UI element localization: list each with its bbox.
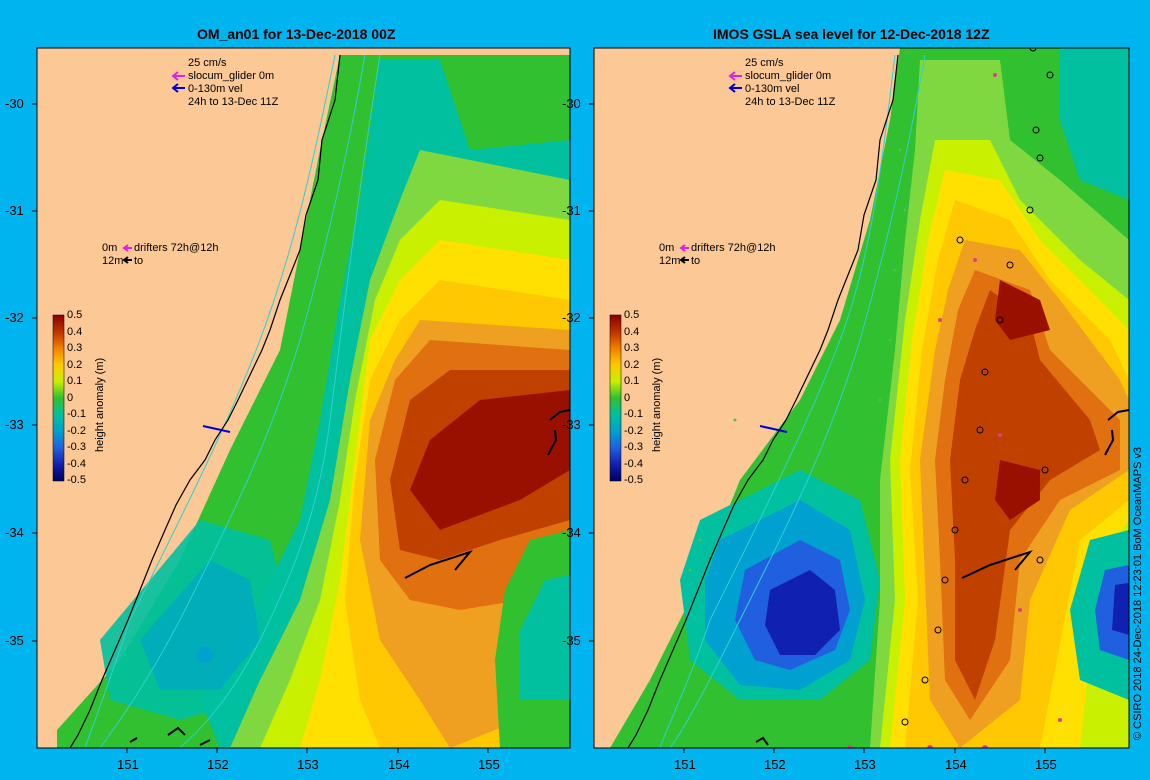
colorbar-tick: -0.1 [624,408,643,420]
colorbar-tick: 0.2 [67,359,83,371]
lat-tick: -32 [5,310,24,325]
drifter-12m-icon [679,256,689,264]
panel-1-title: OM_an01 for 13-Dec-2018 00Z [197,26,396,42]
lat-tick: -33 [5,417,24,432]
colorbar-label: height anomaly (m) [94,357,106,452]
colorbar-tick: -0.5 [624,474,643,486]
lat-tick: -35 [5,633,24,648]
colorbar-tick: 0.5 [67,309,83,321]
lon-tick: 151 [117,757,139,772]
panel-2-frame [593,47,1130,749]
colorbar-tick: -0.3 [624,441,643,453]
credit-text: © CSIRO 2018 24-Dec-2018 12:23:01 BoM Oc… [1132,446,1144,740]
legend-glider: slocum_glider 0m [745,70,832,82]
legend-speed: 25 cm/s [188,57,227,69]
coastal-obs-markers [688,148,907,572]
colorbar-tick: -0.4 [67,458,86,470]
panel-1-map [37,48,570,748]
lon-tick: 152 [207,757,229,772]
colorbar-tick: 0.3 [624,342,640,354]
legend-window: 24h to 13-Dec 11Z [745,96,836,108]
lon-tick: 154 [945,757,967,772]
colorbar-tick: -0.4 [624,458,643,470]
colorbar-tick: 0.4 [67,326,83,338]
lon-tick: 154 [388,757,410,772]
drifter-0m-label: 0m [102,242,118,254]
colorbar-tick: 0.2 [624,359,640,371]
lon-tick: 153 [297,757,319,772]
colorbar-2 [609,314,622,482]
lon-tick: 151 [674,757,696,772]
legend-speed: 25 cm/s [745,57,784,69]
drifter-12m-label: 12m [659,255,681,267]
lat-tick: -31 [562,203,581,218]
colorbar-tick: 0.1 [67,375,83,387]
lat-tick: -34 [5,525,24,540]
lat-tick: -35 [562,633,581,648]
colorbar-tick: 0.3 [67,342,83,354]
lat-tick: -30 [562,96,581,111]
colorbar-tick: 0.1 [624,375,640,387]
lat-tick: -30 [5,96,24,111]
colorbar-tick: -0.5 [67,474,86,486]
legend-vel: 0-130m vel [188,83,243,95]
satellite-track-markers [901,48,1054,726]
lon-tick: 155 [478,757,500,772]
colorbar-tick: 0.5 [624,309,640,321]
drifter-12m-label: 12m [102,255,124,267]
colorbar-tick: -0.2 [67,425,86,437]
panel-2-map [594,48,1129,748]
glider-arrow-icon [728,71,742,81]
colorbar-tick: 0 [624,392,631,404]
lat-tick: -32 [562,310,581,325]
lon-tick: 152 [764,757,786,772]
legend-window: 24h to 13-Dec 11Z [188,96,279,108]
glider-track [202,425,231,433]
tick-marks [32,103,1046,753]
drifter-label: drifters 72h@12h [134,242,219,254]
legend-vel: 0-130m vel [745,83,800,95]
lon-tick: 153 [854,757,876,772]
lat-tick: -33 [562,417,581,432]
lat-tick: -31 [5,203,24,218]
colorbar-tick: -0.3 [67,441,86,453]
panel-2-title: IMOS GSLA sea level for 12-Dec-2018 12Z [713,26,990,42]
glider-track [759,425,788,433]
colorbar-tick: -0.2 [624,425,643,437]
drifter-obs-markers [847,73,1062,748]
drifter-0m-icon [679,244,689,252]
drifter-to-label: to [134,255,144,267]
lon-tick: 155 [1035,757,1057,772]
drifter-track [404,549,473,579]
lat-tick: -34 [562,525,581,540]
vel-arrow-icon [728,83,742,93]
drifter-0m-icon [122,244,132,252]
legend-glider: slocum_glider 0m [188,70,275,82]
colorbar-1 [52,314,65,482]
panel-1-frame [36,47,571,749]
drifter-label: drifters 72h@12h [691,242,776,254]
drifter-0m-label: 0m [659,242,675,254]
vel-arrow-icon [171,83,185,93]
colorbar-tick: 0.4 [624,326,640,338]
colorbar-label: height anomaly (m) [651,357,663,452]
glider-arrow-icon [171,71,185,81]
drifter-12m-icon [122,256,132,264]
colorbar-tick: -0.1 [67,408,86,420]
drifter-track [961,549,1033,579]
colorbar-tick: 0 [67,392,74,404]
drifter-to-label: to [691,255,701,267]
